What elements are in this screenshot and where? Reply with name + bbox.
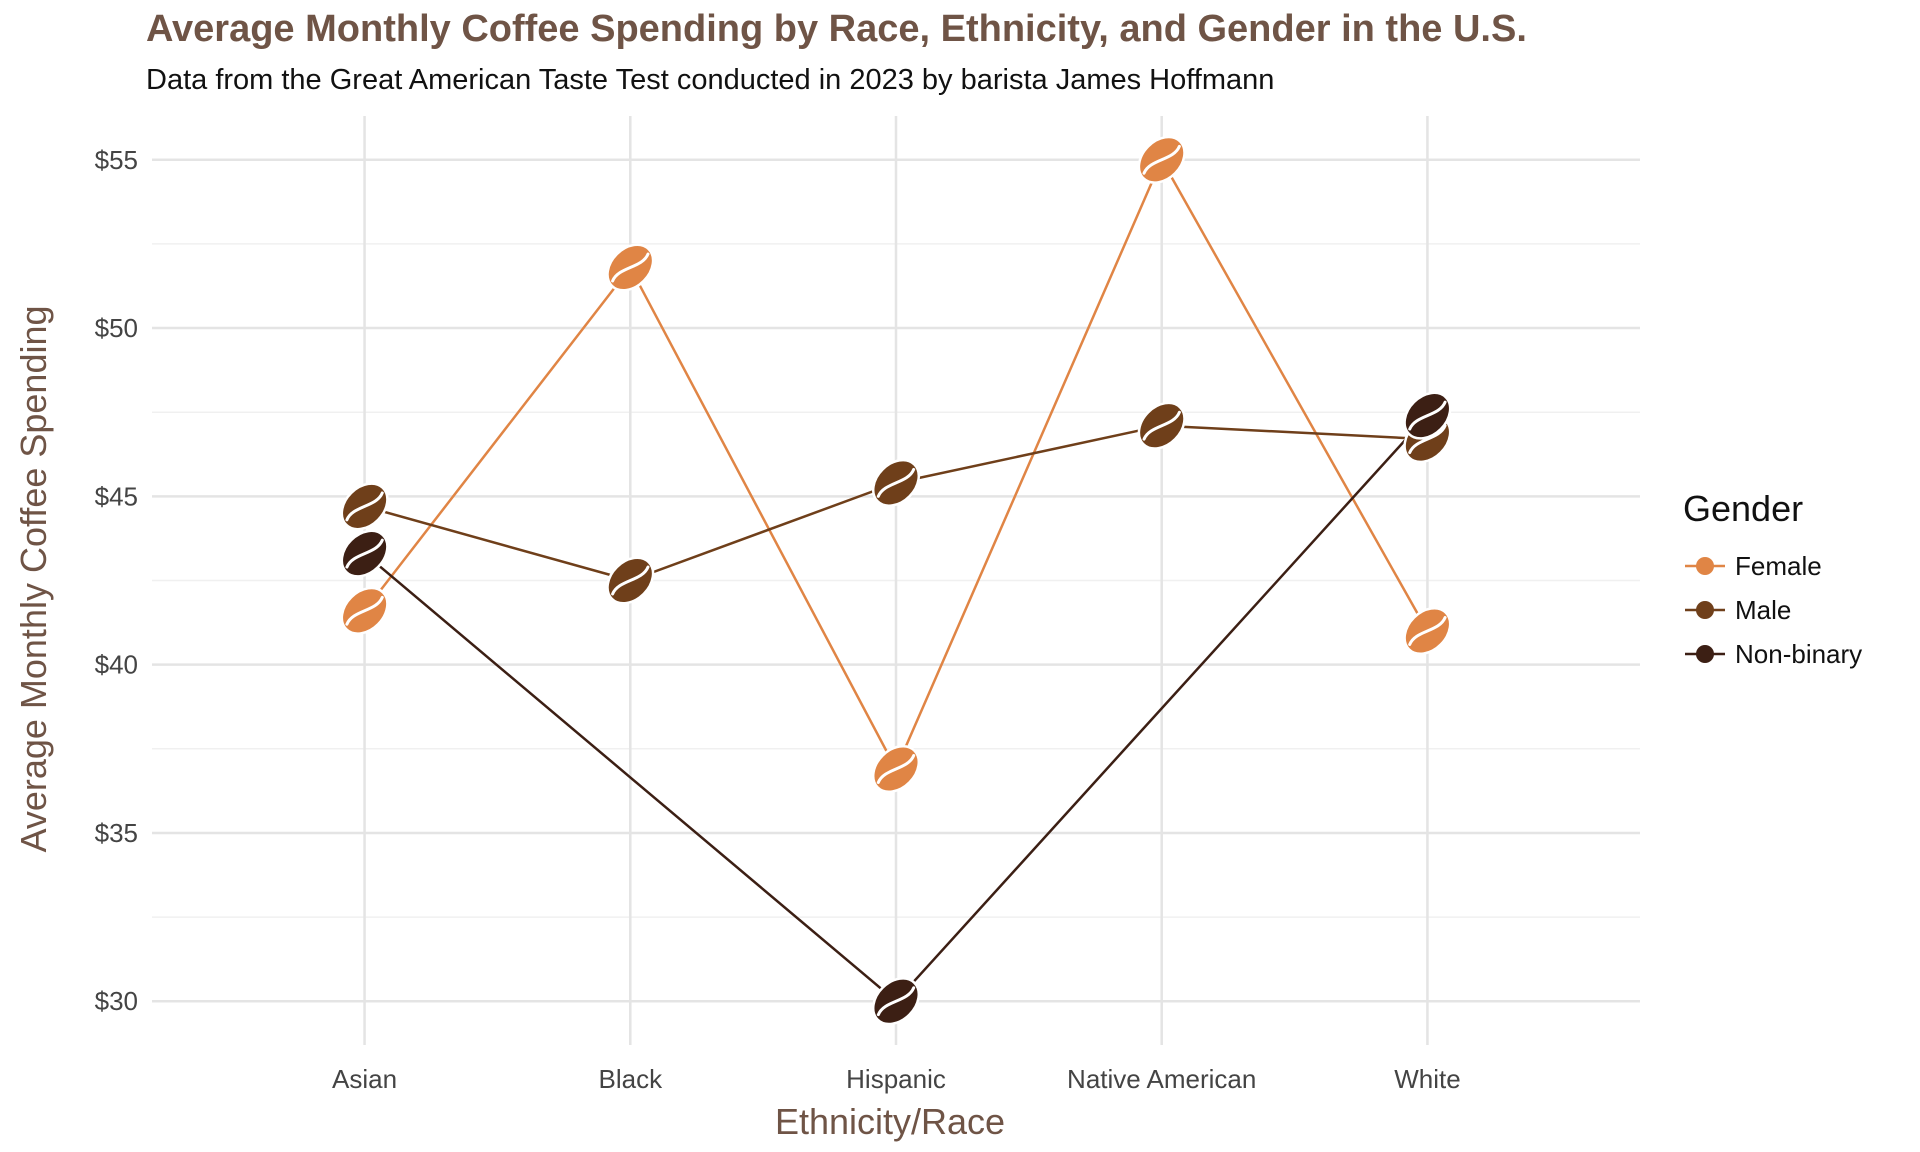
legend-item-male: Male xyxy=(1683,588,1862,632)
y-tick-label: $55 xyxy=(95,145,138,175)
data-point-non-binary xyxy=(871,977,921,1026)
y-tick-label: $35 xyxy=(95,818,138,848)
legend-key-non-binary xyxy=(1685,645,1725,663)
data-point-male xyxy=(871,458,921,507)
legend-key-male xyxy=(1685,601,1725,619)
legend-item-female: Female xyxy=(1683,544,1862,588)
data-point-female xyxy=(1137,135,1186,184)
data-point-female xyxy=(340,586,389,635)
x-tick-labels: Asian Black Hispanic Native American White xyxy=(332,1064,1461,1094)
x-tick-label: Native American xyxy=(1067,1064,1256,1094)
y-tick-labels: $30 $35 $40 $45 $50 $55 xyxy=(95,145,138,1016)
x-tick-label: Hispanic xyxy=(846,1064,946,1094)
x-tick-label: White xyxy=(1394,1064,1460,1094)
y-tick-label: $30 xyxy=(95,986,138,1016)
legend-key-female xyxy=(1685,557,1725,575)
chart-title: Average Monthly Coffee Spending by Race,… xyxy=(146,8,1527,50)
x-axis-title: Ethnicity/Race xyxy=(775,1101,1005,1142)
legend-label: Male xyxy=(1735,594,1792,625)
data-point-non-binary xyxy=(1403,391,1452,440)
x-tick-label: Asian xyxy=(332,1064,397,1094)
data-point-male xyxy=(1137,401,1186,450)
y-axis-title: Average Monthly Coffee Spending xyxy=(13,305,54,852)
data-point-female xyxy=(606,243,655,292)
data-points xyxy=(340,135,1452,1026)
x-tick-label: Black xyxy=(598,1064,663,1094)
y-tick-label: $50 xyxy=(95,313,138,343)
data-point-female xyxy=(1403,606,1452,656)
legend-items: Female Male Non-binary xyxy=(1683,544,1862,676)
legend-label: Non-binary xyxy=(1735,638,1863,669)
legend-item-non-binary: Non-binary xyxy=(1683,632,1862,676)
data-point-non-binary xyxy=(340,529,389,578)
legend: Gender Female Male Non-binary xyxy=(1683,488,1862,676)
y-tick-label: $45 xyxy=(95,481,138,511)
legend-title: Gender xyxy=(1683,488,1804,529)
grid-layer xyxy=(152,116,1640,1045)
chart-subtitle: Data from the Great American Taste Test … xyxy=(146,64,1275,96)
data-point-male xyxy=(606,556,655,605)
legend-label: Female xyxy=(1735,550,1822,581)
data-point-male xyxy=(340,482,389,531)
data-point-female xyxy=(871,744,921,794)
y-tick-label: $40 xyxy=(95,650,138,680)
